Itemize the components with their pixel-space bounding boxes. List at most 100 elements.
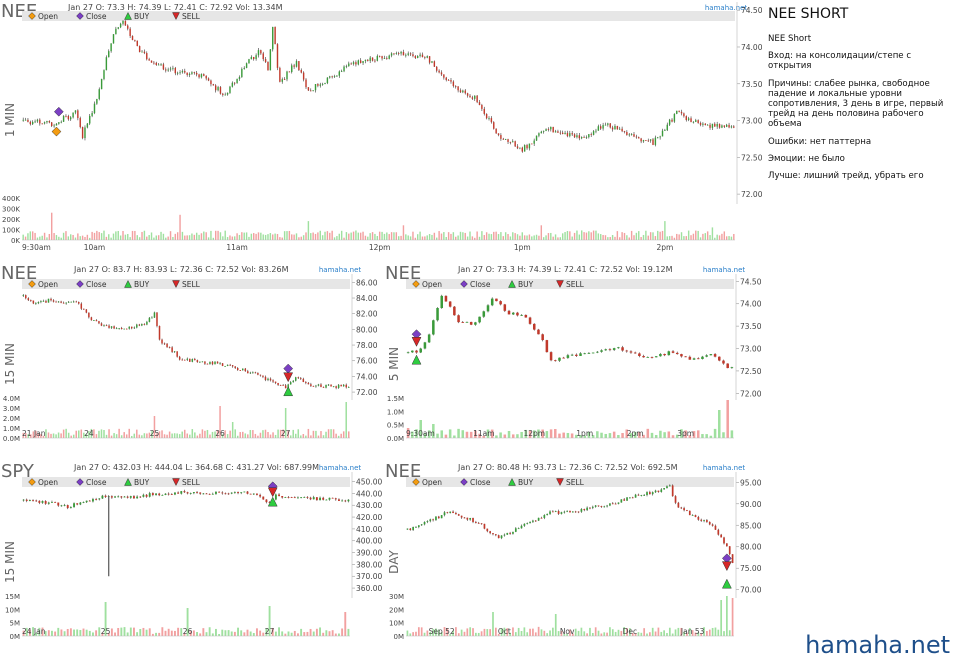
candle-body bbox=[290, 497, 293, 498]
volume-bar bbox=[619, 237, 621, 240]
volume-bar bbox=[457, 428, 460, 438]
volume-bar bbox=[433, 232, 436, 240]
candle-body bbox=[629, 497, 631, 499]
volume-bar bbox=[191, 233, 193, 240]
marker-buy bbox=[124, 11, 132, 20]
candle-body bbox=[554, 131, 557, 133]
volume-bar bbox=[342, 431, 345, 438]
x-tick-label: Oct bbox=[498, 627, 511, 636]
volume-bar bbox=[562, 432, 565, 438]
volume-bar bbox=[709, 435, 713, 438]
volume-bar bbox=[520, 631, 523, 636]
candle-body bbox=[330, 384, 332, 387]
x-tick-label: 27 bbox=[265, 627, 275, 636]
candle-body bbox=[420, 524, 423, 526]
volume-bar bbox=[93, 429, 95, 438]
y-tick-label: 390.00 bbox=[356, 549, 382, 558]
volume-bar bbox=[675, 434, 679, 438]
candle-body bbox=[60, 121, 62, 123]
volume-bar bbox=[95, 434, 98, 438]
volume-bar bbox=[88, 630, 91, 636]
candle-body bbox=[22, 499, 25, 501]
volume-bar bbox=[426, 630, 429, 636]
volume-bar bbox=[717, 629, 720, 636]
candle-body bbox=[717, 529, 720, 535]
volume-bar bbox=[287, 430, 289, 438]
candle-body bbox=[592, 131, 595, 135]
volume-bar bbox=[141, 231, 143, 240]
volume-bar bbox=[701, 434, 704, 438]
volume-bar bbox=[720, 600, 723, 636]
candle-body bbox=[218, 491, 221, 493]
volume-tick-label: 20M bbox=[389, 606, 404, 614]
notes-title: NEE SHORT bbox=[768, 6, 849, 22]
volume-bar bbox=[93, 232, 96, 240]
candle-body bbox=[477, 522, 480, 524]
volume-bar bbox=[312, 631, 315, 636]
candle-body bbox=[706, 520, 708, 522]
chart-spy-15min: SPY 15 MIN Jan 27 O: 432.03 H: 444.04 L: 3… bbox=[0, 462, 384, 652]
volume-bar bbox=[697, 230, 699, 240]
candle-body bbox=[219, 363, 221, 365]
candle-body bbox=[143, 51, 146, 54]
candle-body bbox=[27, 119, 29, 122]
candle-body bbox=[534, 520, 537, 522]
volume-bar bbox=[139, 629, 142, 636]
volume-bar bbox=[86, 234, 89, 240]
candle-body bbox=[562, 357, 565, 359]
volume-bar bbox=[500, 232, 502, 240]
volume-bar bbox=[202, 628, 205, 636]
candle-body bbox=[57, 301, 60, 303]
candle-body bbox=[359, 60, 362, 63]
candle-body bbox=[145, 494, 148, 497]
candle-body bbox=[322, 386, 325, 388]
candle-body bbox=[327, 384, 330, 386]
volume-bar bbox=[112, 233, 115, 240]
candle-body bbox=[281, 496, 284, 498]
candle-body bbox=[194, 358, 196, 361]
volume-bar bbox=[640, 632, 643, 636]
candle-body bbox=[675, 352, 679, 355]
volume-bar bbox=[167, 236, 169, 240]
volume-bar bbox=[81, 235, 84, 240]
candle-body bbox=[552, 126, 554, 133]
candle-body bbox=[469, 95, 471, 98]
candles bbox=[22, 489, 350, 510]
volume-bar bbox=[278, 627, 280, 636]
volume-bar bbox=[623, 232, 626, 240]
marker-close bbox=[460, 280, 468, 288]
candle-body bbox=[47, 502, 50, 504]
volume-bar bbox=[312, 430, 315, 438]
volume-bar bbox=[269, 434, 272, 438]
volume-bar bbox=[174, 233, 177, 240]
volume-bar bbox=[241, 232, 243, 240]
volume-bar bbox=[570, 433, 574, 438]
volume-bar bbox=[186, 433, 189, 438]
candle-body bbox=[726, 543, 728, 547]
volume-bar bbox=[211, 431, 214, 438]
candle-body bbox=[110, 496, 113, 498]
volume-bar bbox=[728, 630, 731, 636]
volume-bar bbox=[164, 630, 167, 636]
volume-bar bbox=[206, 429, 209, 438]
volume-bar bbox=[500, 628, 503, 636]
volume-bar bbox=[583, 435, 586, 438]
volume-bar bbox=[446, 628, 449, 636]
candle-body bbox=[489, 531, 491, 534]
volume-bar bbox=[347, 628, 350, 636]
volume-bar bbox=[110, 237, 112, 240]
volume-bar bbox=[514, 233, 516, 240]
candle-body bbox=[240, 492, 243, 494]
volume-bar bbox=[723, 231, 726, 240]
candle-body bbox=[65, 302, 67, 304]
candle-body bbox=[89, 115, 91, 124]
marker-sell bbox=[556, 280, 564, 289]
candle-body bbox=[663, 353, 666, 356]
volume-bar bbox=[243, 232, 245, 240]
volume-bar bbox=[621, 232, 623, 240]
candle-body bbox=[569, 510, 571, 513]
candle-body bbox=[457, 514, 460, 516]
candle-body bbox=[252, 493, 255, 495]
volume-bar bbox=[46, 237, 48, 240]
candle-body bbox=[579, 353, 582, 356]
